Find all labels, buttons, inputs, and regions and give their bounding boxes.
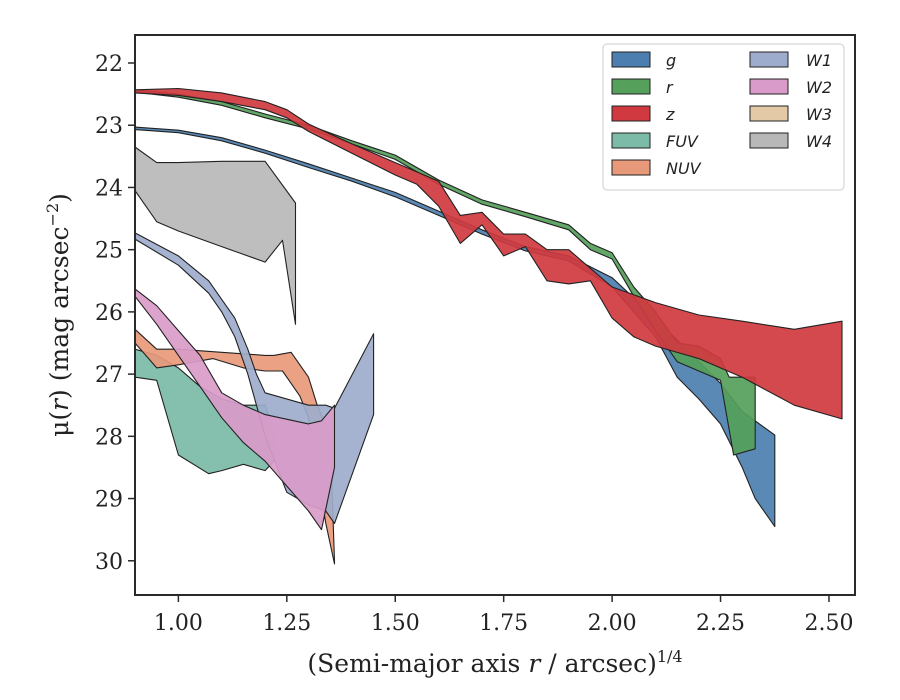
x-tick-label: 1.50	[371, 611, 420, 636]
legend-swatch-w2	[749, 78, 789, 95]
legend-label-w4: W4	[806, 132, 832, 151]
y-tick-label: 28	[95, 425, 123, 450]
y-tick-label: 25	[95, 239, 123, 264]
x-tick-label: 2.00	[588, 611, 637, 636]
x-tick-label: 2.25	[696, 611, 745, 636]
x-axis-label: (Semi-major axis r / arcsec)1/4	[307, 647, 682, 678]
legend-label-w2: W2	[806, 78, 832, 97]
legend-label-nuv: NUV	[666, 159, 702, 178]
y-tick-label: 29	[95, 488, 123, 513]
x-axis-label-prefix: (Semi-major axis	[307, 649, 528, 678]
band-w2	[134, 288, 336, 531]
y-tick-label: 24	[95, 176, 123, 201]
y-axis-label-suffix: ) (mag arcsec	[45, 226, 74, 399]
legend: grz FUV NUV W1 W2 W3 W4	[602, 43, 845, 191]
legend-swatch-g	[611, 51, 651, 68]
legend-swatch-r	[611, 78, 651, 95]
plot-frame	[134, 34, 856, 596]
legend-label-g: g	[666, 51, 676, 70]
y-tick-label: 23	[95, 114, 123, 139]
x-axis-label-suffix: / arcsec)	[540, 649, 657, 678]
y-axis-label-prefix: μ(	[45, 411, 74, 437]
x-axis-label-var: r	[528, 649, 542, 678]
band-r	[134, 89, 756, 456]
x-tick-label: 2.50	[804, 611, 853, 636]
y-axis-label-close: )	[45, 193, 74, 203]
legend-label-w3: W3	[806, 105, 832, 124]
legend-swatch-z	[611, 105, 651, 122]
y-tick-label: 27	[95, 363, 123, 388]
band-w4	[134, 146, 297, 325]
legend-swatch-w4	[749, 132, 789, 149]
legend-swatch-w1	[749, 51, 789, 68]
legend-label-r: r	[666, 78, 674, 97]
legend-swatch-nuv	[611, 159, 651, 176]
y-axis-label-var: r	[45, 397, 74, 411]
legend-label-fuv: FUV	[666, 132, 699, 151]
x-axis-label-sup: 1/4	[657, 647, 683, 666]
x-tick-label: 1.00	[154, 611, 203, 636]
series-bands	[134, 87, 843, 565]
legend-label-z: z	[665, 105, 675, 124]
y-axis-label: μ(r) (mag arcsec−2)	[43, 193, 74, 437]
band-z	[134, 87, 843, 420]
legend-items: grz FUV NUV W1 W2 W3 W4	[611, 51, 832, 178]
legend-swatch-w3	[749, 105, 789, 122]
y-tick-label: 22	[95, 52, 123, 77]
y-tick-label: 30	[95, 550, 123, 575]
legend-label-w1: W1	[806, 51, 832, 70]
x-axis-ticks: 1.00 1.25 1.50 1.75 2.00 2.25 2.50	[154, 595, 853, 636]
legend-swatch-fuv	[611, 132, 651, 149]
y-axis-ticks: 22 23 24 25 26 27 28 29 30	[95, 52, 135, 575]
x-tick-label: 1.75	[479, 611, 528, 636]
y-tick-label: 26	[95, 301, 123, 326]
x-tick-label: 1.25	[262, 611, 311, 636]
y-axis-label-sup: −2	[43, 203, 62, 227]
